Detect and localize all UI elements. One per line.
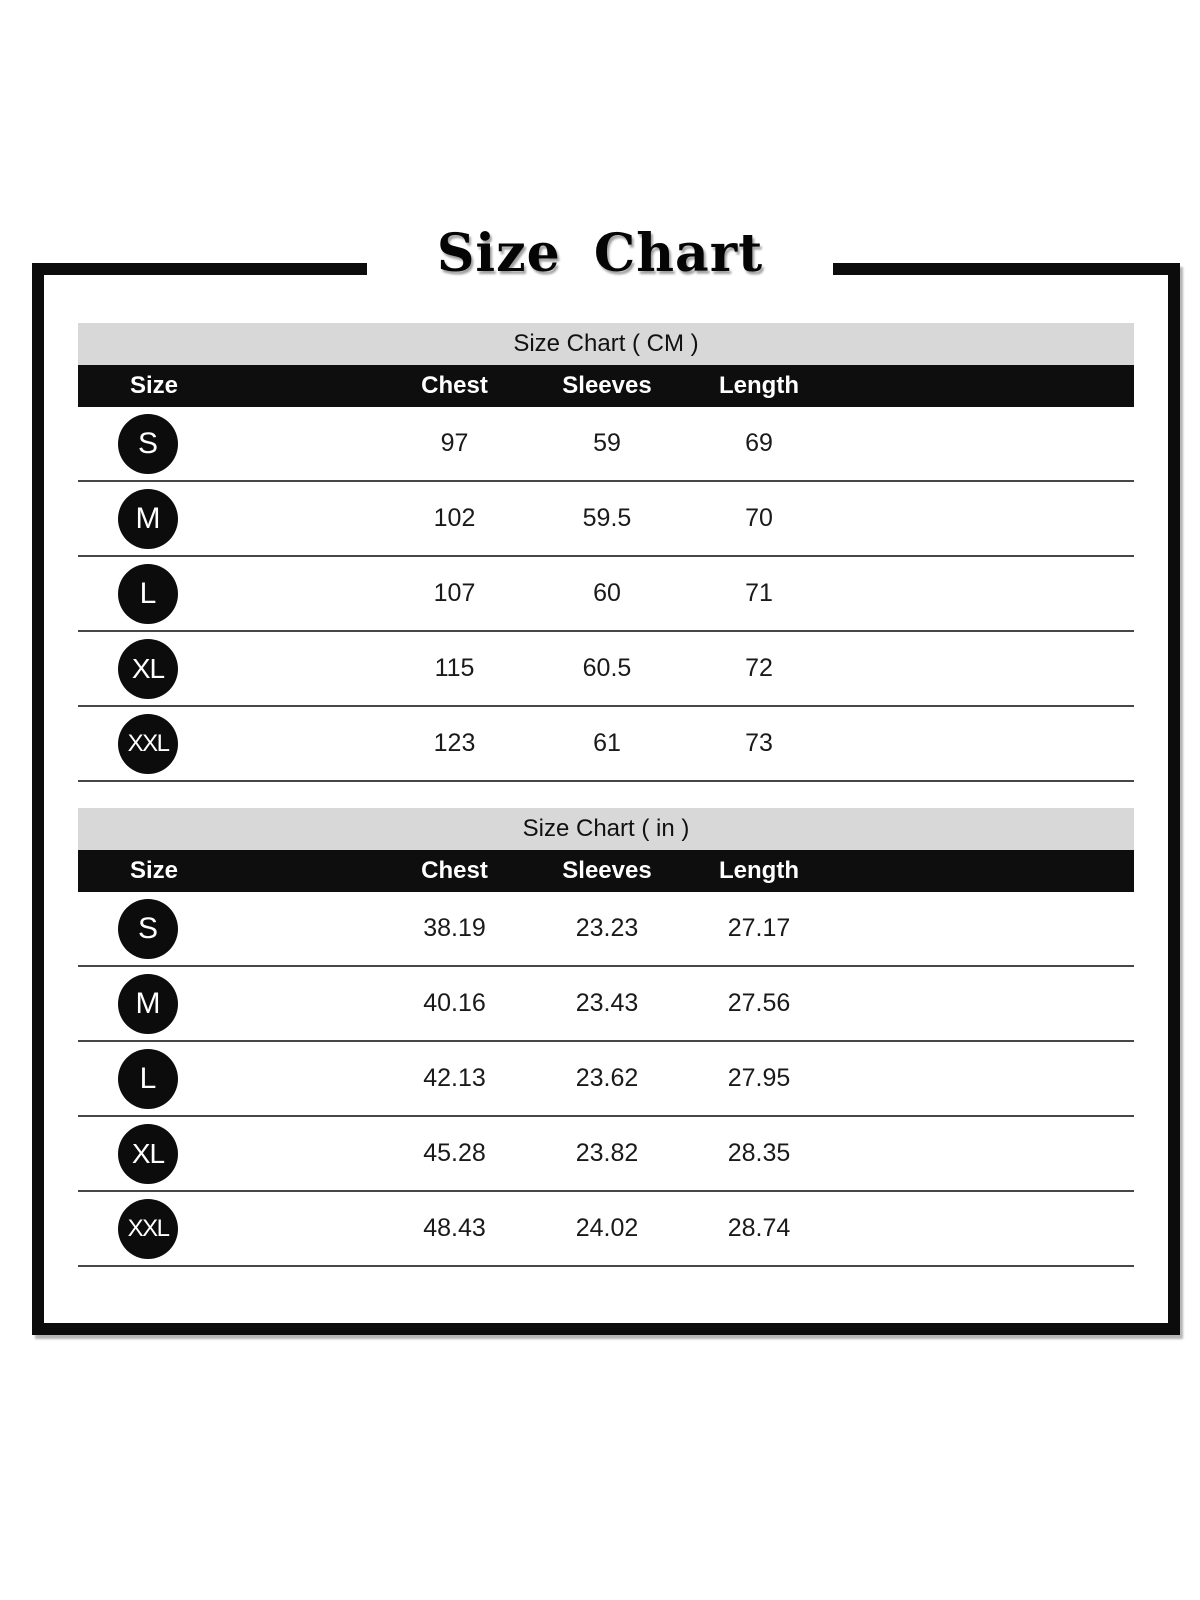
size-cell: S <box>78 413 378 474</box>
size-cell: XL <box>78 1123 378 1184</box>
table-row-in-xxl: XXL 48.43 24.02 28.74 <box>78 1192 1134 1267</box>
cell-length: 27.56 <box>727 989 791 1017</box>
size-badge: M <box>118 488 178 549</box>
chart-frame: Size Chart ( CM ) Size Chest Sleeves Len… <box>32 263 1180 1335</box>
cell-length: 70 <box>745 504 773 532</box>
cell-chest: 38.19 <box>423 914 486 942</box>
table-row-cm-s: S 97 59 69 <box>78 407 1134 482</box>
cell-length: 73 <box>745 729 773 757</box>
cell-length: 28.74 <box>727 1214 791 1242</box>
size-cell: L <box>78 563 378 624</box>
size-badge: S <box>118 413 178 474</box>
table-title-bar-cm: Size Chart ( CM ) <box>78 323 1134 365</box>
column-header-length: Length <box>719 857 799 884</box>
size-badge: S <box>118 898 178 959</box>
table-row-in-xl: XL 45.28 23.82 28.35 <box>78 1117 1134 1192</box>
cell-length: 71 <box>745 579 773 607</box>
size-cell: L <box>78 1048 378 1109</box>
size-badge: M <box>118 973 178 1034</box>
size-cell: M <box>78 973 378 1034</box>
size-table-cm: Size Chart ( CM ) Size Chest Sleeves Len… <box>78 323 1134 782</box>
size-cell: M <box>78 488 378 549</box>
cell-sleeves: 60 <box>593 579 621 607</box>
cell-length: 72 <box>745 654 773 682</box>
size-badge: L <box>118 1048 178 1109</box>
column-header-size: Size <box>130 857 179 884</box>
size-cell: XL <box>78 638 378 699</box>
cell-chest: 45.28 <box>423 1139 486 1167</box>
cell-length: 27.95 <box>727 1064 791 1092</box>
page-title: Size Chart <box>366 222 834 286</box>
cell-length: 69 <box>745 429 773 457</box>
table-row-cm-m: M 102 59.5 70 <box>78 482 1134 557</box>
cell-length: 27.17 <box>727 914 791 942</box>
table-row-cm-xxl: XXL 123 61 73 <box>78 707 1134 782</box>
size-badge: XXL <box>118 1198 178 1259</box>
column-header-size: Size <box>130 372 179 399</box>
size-badge: XXL <box>118 713 178 774</box>
column-header-sleeves: Sleeves <box>562 372 652 399</box>
cell-chest: 42.13 <box>423 1064 486 1092</box>
table-row-in-l: L 42.13 23.62 27.95 <box>78 1042 1134 1117</box>
frame-content: Size Chart ( CM ) Size Chest Sleeves Len… <box>44 275 1168 1267</box>
cell-sleeves: 23.43 <box>575 989 639 1017</box>
cell-sleeves: 59 <box>593 429 621 457</box>
size-badge: XL <box>118 638 178 699</box>
cell-chest: 40.16 <box>423 989 486 1017</box>
size-table-in: Size Chart ( in ) Size Chest Sleeves Len… <box>78 808 1134 1267</box>
cell-length: 28.35 <box>727 1139 791 1167</box>
cell-chest: 102 <box>433 504 476 532</box>
cell-sleeves: 23.82 <box>575 1139 639 1167</box>
table-row-in-s: S 38.19 23.23 27.17 <box>78 892 1134 967</box>
table-row-cm-l: L 107 60 71 <box>78 557 1134 632</box>
size-cell: XXL <box>78 1198 378 1259</box>
cell-sleeves: 23.23 <box>575 914 639 942</box>
cell-chest: 107 <box>433 579 476 607</box>
cell-sleeves: 23.62 <box>575 1064 639 1092</box>
table-title-in: Size Chart ( in ) <box>522 815 690 842</box>
column-header-chest: Chest <box>421 372 488 399</box>
column-header-sleeves: Sleeves <box>562 857 652 884</box>
cell-sleeves: 61 <box>593 729 621 757</box>
column-header-chest: Chest <box>421 857 488 884</box>
size-badge: XL <box>118 1123 178 1184</box>
cell-chest: 123 <box>433 729 476 757</box>
table-header-row-in: Size Chest Sleeves Length <box>78 850 1134 892</box>
table-title-bar-in: Size Chart ( in ) <box>78 808 1134 850</box>
size-cell: S <box>78 898 378 959</box>
cell-chest: 48.43 <box>423 1214 486 1242</box>
page-title-wrap: Size Chart <box>0 222 1200 286</box>
cell-sleeves: 60.5 <box>582 654 632 682</box>
table-row-cm-xl: XL 115 60.5 72 <box>78 632 1134 707</box>
table-header-row-cm: Size Chest Sleeves Length <box>78 365 1134 407</box>
column-header-length: Length <box>719 372 799 399</box>
cell-chest: 115 <box>434 654 475 682</box>
size-cell: XXL <box>78 713 378 774</box>
cell-sleeves: 59.5 <box>582 504 632 532</box>
size-badge: L <box>118 563 178 624</box>
cell-sleeves: 24.02 <box>575 1214 639 1242</box>
table-title-cm: Size Chart ( CM ) <box>513 330 699 357</box>
cell-chest: 97 <box>440 429 469 457</box>
table-row-in-m: M 40.16 23.43 27.56 <box>78 967 1134 1042</box>
